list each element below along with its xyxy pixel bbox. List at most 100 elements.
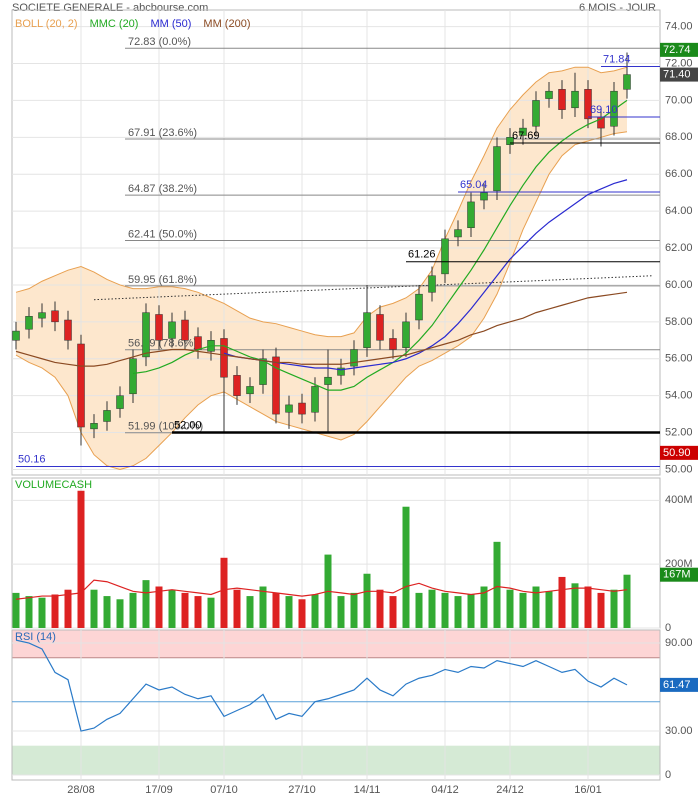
band-upper [15,66,628,338]
volume-bar [25,596,33,628]
level-label: 71.84 [603,53,631,65]
volume-bar [376,589,384,628]
volume-bar [350,592,358,628]
y-tick-label: 52.00 [665,426,693,438]
candle-body [480,192,488,201]
level-label: 65.04 [460,179,488,191]
x-tick-label: 27/10 [288,784,316,796]
y-tick-label: 400M [665,494,693,506]
y-tick-label: 58.00 [665,316,693,328]
candle-body [493,146,501,192]
volume-bar [64,589,72,628]
candle-body [311,386,319,413]
candle-body [623,74,631,90]
price-tag [660,445,698,460]
volume-bar [129,592,137,628]
candle-body [584,89,592,120]
x-tick-label: 14/11 [354,784,381,796]
y-tick-label: 0 [665,769,671,781]
fib-label: 51.99 (100.0%) [128,421,203,433]
volume-bar [597,592,605,628]
candle-body [402,321,410,348]
price-tag-label: 61.47 [663,679,691,691]
y-tick-label: 54.00 [665,390,693,402]
candle-body [519,127,527,136]
volume-bar [77,490,85,628]
volume-bar [389,596,397,628]
candle-body [545,90,553,99]
volume-bar [90,589,98,628]
candle-body [51,310,59,323]
band-fill [16,67,627,470]
legend-entry: MMC (20) [90,18,139,30]
rsi-zone [12,630,660,658]
fib-label: 72.83 (0.0%) [128,36,191,48]
candle-body [77,343,85,428]
candle-body [129,358,137,395]
level-label: 52.00 [174,419,202,431]
ma-line [132,99,628,391]
level-label: 67.69 [512,130,540,142]
price-tag-label: 167M [663,569,691,581]
panel-frame [11,629,661,781]
level-label: 61.26 [408,249,436,261]
y-tick-label: 50.00 [665,463,693,475]
price-tag [660,567,698,582]
candle-body [168,321,176,339]
candle-body [506,137,514,145]
volume-bar [311,594,319,628]
panel-title: RSI (14) [15,631,56,643]
x-tick-label: 28/08 [67,784,95,796]
candle-body [103,410,111,422]
candle-body [285,404,293,413]
candle-body [194,336,202,350]
x-tick-label: 16/01 [574,784,602,796]
volume-bar [168,589,176,628]
volume-bar [623,574,631,628]
panel-title: VOLUMECASH [15,479,92,491]
candle-body [467,201,475,228]
y-tick-label: 70.00 [665,94,693,106]
volume-bar [506,589,514,628]
legend-entry: MM (200) [203,18,250,30]
volume-bar [584,586,592,628]
volume-bar [558,576,566,628]
candle-body [90,423,98,430]
volume-bar [246,596,254,628]
price-tag-label: 50.90 [663,447,691,459]
volume-bar [142,580,150,628]
volume-bar [285,596,293,628]
candle-body [428,275,436,293]
volume-bar [116,599,124,628]
volume-bar [415,592,423,628]
volume-bar [103,596,111,628]
y-tick-label: 72.00 [665,57,693,69]
level-label: 50.16 [18,453,46,465]
volume-bar [272,592,280,628]
candle-body [376,314,384,341]
volume-bar [12,592,20,628]
y-tick-label: 68.00 [665,131,693,143]
y-tick-label: 74.00 [665,21,693,33]
ma-line [15,291,628,367]
rsi-zone [12,745,660,776]
volume-bar [467,594,475,628]
x-tick-label: 24/12 [496,784,524,796]
volume-bar [181,592,189,628]
volume-bar [220,557,228,628]
price-tag [660,42,698,57]
fib-label: 62.41 (50.0%) [128,228,197,240]
y-tick-label: 0 [665,622,671,634]
price-tag-label: 72.74 [663,44,691,56]
candle-body [441,238,449,275]
volume-bar [545,591,553,628]
candle-body [350,349,358,367]
candle-body [155,314,163,341]
volume-bar [428,589,436,628]
volume-bar [207,597,215,628]
candle-body [246,386,254,395]
volume-bar [532,586,540,628]
candle-body [389,338,397,350]
volume-bar [233,589,241,628]
